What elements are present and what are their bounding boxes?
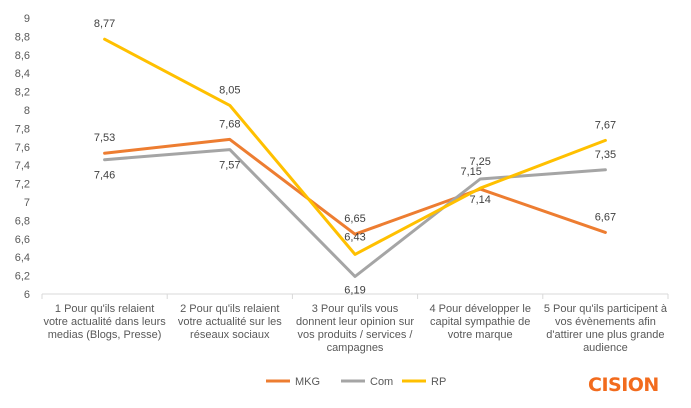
series-line-mkg <box>103 137 607 236</box>
data-labels: 7,53 7,68 6,65 7,14 6,67 7,46 7,57 6,19 7,25 7,35… <box>94 18 616 296</box>
category-label-line: d'attirer une plus grande <box>546 329 664 341</box>
category-label-line: votre actualité sur les <box>178 316 282 328</box>
y-tick-label: 6,4 <box>15 252 30 264</box>
category-label-line: 5 Pour qu'ils participent à <box>544 303 668 315</box>
category-label-line: vos évènements afin <box>555 316 656 328</box>
data-label-rp: 7,67 <box>595 119 616 131</box>
y-tick-label: 9 <box>24 13 30 25</box>
data-label-com: 6,19 <box>344 285 365 297</box>
data-label-rp: 8,05 <box>219 84 240 96</box>
y-tick-label: 8,8 <box>15 31 30 43</box>
category-label-line: 2 Pour qu'ils relaient <box>180 303 279 315</box>
data-label-com: 7,25 <box>469 156 490 168</box>
category-label: 3 Pour qu'ils vous donnent leur opinion s… <box>296 303 414 354</box>
category-label: 1 Pour qu'ils relaient votre actualité da… <box>43 303 166 341</box>
y-tick-label: 6,8 <box>15 215 30 227</box>
legend-label-rp: RP <box>431 376 446 388</box>
category-label-line: 3 Pour qu'ils vous <box>312 303 399 315</box>
data-label-mkg: 6,67 <box>595 211 616 223</box>
y-tick-label: 8,6 <box>15 50 30 62</box>
y-tick-label: 6 <box>24 289 30 301</box>
y-tick-label: 8,4 <box>15 68 30 80</box>
y-tick-label: 8 <box>24 105 30 117</box>
data-label-com: 7,57 <box>219 160 240 172</box>
cision-logo: CISION <box>588 374 659 396</box>
data-label-rp: 6,43 <box>344 231 365 243</box>
series-line-rp <box>103 37 607 256</box>
data-label-mkg: 6,65 <box>344 213 365 225</box>
legend-label-mkg: MKG <box>295 376 320 388</box>
series-lines <box>103 37 607 278</box>
legend-label-com: Com <box>370 376 393 388</box>
data-label-com: 7,46 <box>94 170 115 182</box>
y-tick-label: 7,2 <box>15 179 30 191</box>
category-label: 5 Pour qu'ils participent à vos évènement… <box>544 303 668 354</box>
category-label-line: votre actualité dans leurs <box>43 316 166 328</box>
y-tick-label: 7,8 <box>15 123 30 135</box>
data-label-mkg: 7,68 <box>219 118 240 130</box>
data-label-rp: 8,77 <box>94 18 115 30</box>
category-label-line: audience <box>583 342 628 354</box>
data-label-mkg: 7,14 <box>469 194 490 206</box>
y-tick-label: 7 <box>24 197 30 209</box>
y-tick-label: 8,2 <box>15 87 30 99</box>
category-label-line: medias (Blogs, Presse) <box>48 329 162 341</box>
series-line-com <box>103 148 607 278</box>
category-label-line: campagnes <box>327 342 384 354</box>
category-label-line: capital sympathie de <box>430 316 530 328</box>
y-tick-label: 7,6 <box>15 142 30 154</box>
category-label-line: donnent leur opinion sur <box>296 316 414 328</box>
data-label-mkg: 7,53 <box>94 132 115 144</box>
category-label: 2 Pour qu'ils relaient votre actualité su… <box>178 303 282 341</box>
data-label-com: 7,35 <box>595 149 616 161</box>
data-label-rp: 7,15 <box>460 166 481 178</box>
y-tick-label: 7,4 <box>15 160 30 172</box>
category-label-line: votre marque <box>448 329 513 341</box>
category-label-line: 4 Pour développer le <box>429 303 531 315</box>
y-tick-label: 6,6 <box>15 234 30 246</box>
x-axis-ticks <box>41 294 669 299</box>
category-label-line: vos produits / services / <box>298 329 414 341</box>
legend: MKG Com RP <box>266 376 446 388</box>
category-label-line: réseaux sociaux <box>190 329 270 341</box>
y-axis: 6 6,2 6,4 6,6 6,8 7 7,2 7,4 7,6 7,8 8 8,2 8,4 8,6 8,8 9 <box>15 13 30 301</box>
category-label: 4 Pour développer le capital sympathie de… <box>429 303 531 341</box>
y-tick-label: 6,2 <box>15 271 30 283</box>
category-label-line: 1 Pour qu'ils relaient <box>55 303 154 315</box>
x-axis-category-labels: 1 Pour qu'ils relaient votre actualité da… <box>43 303 667 354</box>
